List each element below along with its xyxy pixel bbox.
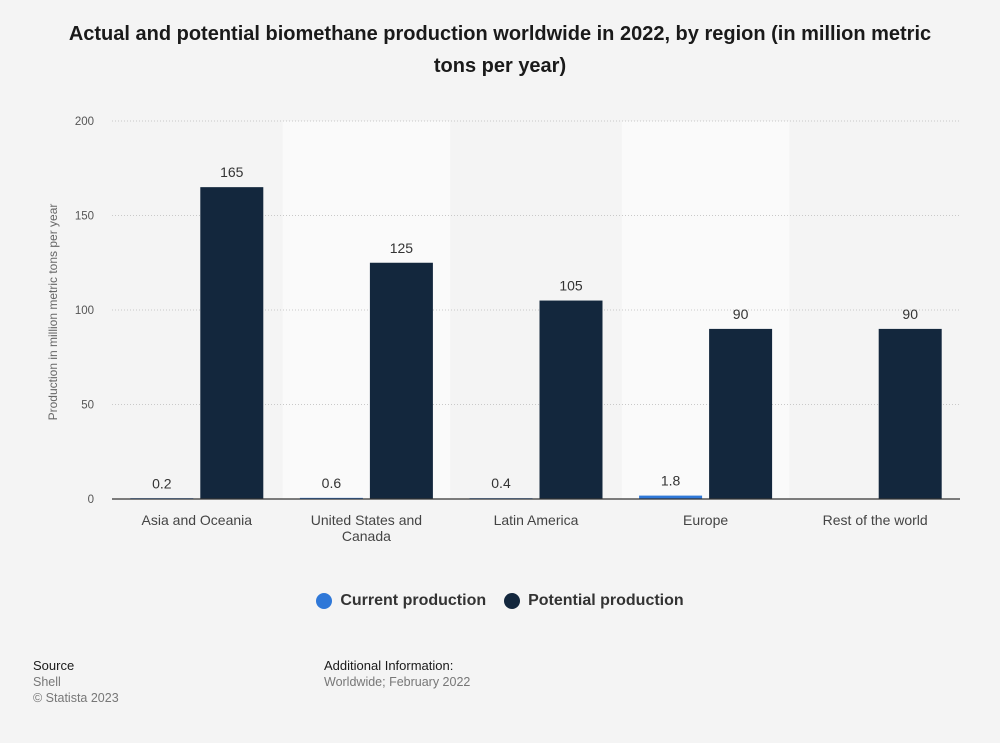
bar-potential: [709, 329, 772, 499]
additional-info-block: Additional Information: Worldwide; Febru…: [324, 658, 470, 690]
data-label: 165: [220, 164, 244, 180]
legend-item-current[interactable]: Current production: [316, 592, 486, 610]
legend: Current production Potential production: [0, 592, 1000, 610]
y-tick-label: 200: [75, 116, 94, 128]
y-tick-label: 50: [81, 400, 94, 412]
data-label: 90: [733, 306, 749, 322]
bar-potential: [540, 301, 603, 499]
legend-item-potential[interactable]: Potential production: [504, 592, 684, 610]
data-label: 125: [390, 240, 414, 256]
source-heading: Source: [33, 658, 119, 674]
source-name: Shell: [33, 674, 119, 690]
data-label: 0.4: [491, 475, 511, 491]
additional-info-text: Worldwide; February 2022: [324, 674, 470, 690]
legend-label-potential: Potential production: [528, 592, 684, 610]
x-tick-label: United States and: [311, 512, 422, 528]
y-tick-label: 150: [75, 211, 94, 223]
legend-label-current: Current production: [340, 592, 486, 610]
data-label: 1.8: [661, 473, 681, 489]
legend-swatch-potential: [504, 593, 520, 609]
chart-svg: 0 50 100 150 200 Production in million metric…: [0, 0, 1000, 580]
y-tick-label: 0: [88, 494, 94, 506]
copyright: © Statista 2023: [33, 690, 119, 706]
data-label: 0.2: [152, 476, 172, 492]
x-tick-label: Rest of the world: [823, 512, 928, 528]
data-label: 0.6: [322, 475, 342, 491]
data-label: 105: [559, 278, 583, 294]
bar-potential: [200, 187, 263, 499]
data-label: 90: [902, 306, 918, 322]
x-tick-label: Asia and Oceania: [142, 512, 253, 528]
bar-potential: [879, 329, 942, 499]
x-tick-label: Canada: [342, 528, 391, 544]
x-tick-label: Europe: [683, 512, 728, 528]
y-axis-label: Production in million metric tons per ye…: [46, 204, 60, 421]
additional-info-heading: Additional Information:: [324, 658, 470, 674]
source-block: Source Shell © Statista 2023: [33, 658, 119, 706]
legend-swatch-current: [316, 593, 332, 609]
x-tick-label: Latin America: [494, 512, 579, 528]
bar-potential: [370, 263, 433, 499]
y-tick-label: 100: [75, 305, 94, 317]
